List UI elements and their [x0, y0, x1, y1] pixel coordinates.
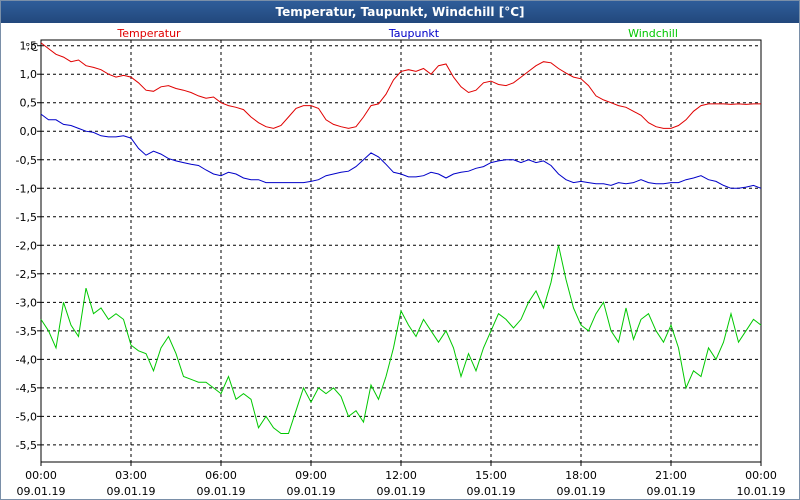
- y-tick-label: -3,5: [16, 325, 37, 338]
- y-tick-label: -4,0: [16, 353, 37, 366]
- x-tick-date-label: 10.01.19: [737, 485, 786, 498]
- series-lines: [40, 42, 762, 434]
- y-tick-label: -4,5: [16, 382, 37, 395]
- y-tick-label: -0,5: [16, 154, 37, 167]
- x-tick-time-label: 18:00: [565, 469, 597, 482]
- y-tick-label: 1,5: [20, 40, 38, 53]
- x-tick-date-label: 09.01.19: [647, 485, 696, 498]
- y-tick-label: 0,5: [20, 97, 38, 110]
- y-axis-unit-label: °C: [25, 41, 39, 54]
- x-axis-ticks: 00:00 09.01.19 03:00 09.01.19 06:00 09.01.19 0…: [17, 462, 786, 498]
- x-tick-time-label: 03:00: [115, 469, 147, 482]
- legend-windchill: Windchill: [628, 27, 678, 40]
- x-tick-time-label: 12:00: [385, 469, 417, 482]
- x-tick-time-label: 15:00: [475, 469, 507, 482]
- y-tick-label: -3,0: [16, 296, 37, 309]
- y-tick-label: -2,0: [16, 239, 37, 252]
- x-tick-time-label: 00:00: [25, 469, 57, 482]
- x-tick-date-label: 09.01.19: [557, 485, 606, 498]
- x-tick-date-label: 09.01.19: [197, 485, 246, 498]
- y-axis-ticks: 1,5 1,0 0,5 0,0 -0,5 -1,0 -1,5 -2,0 -2,5 -3,0 -3,5…: [16, 40, 41, 452]
- y-tick-label: 0,0: [20, 125, 38, 138]
- legend-temperatur: Temperatur: [116, 27, 181, 40]
- x-tick-date-label: 09.01.19: [377, 485, 426, 498]
- grid-lines: [41, 40, 761, 462]
- x-tick-time-label: 21:00: [655, 469, 687, 482]
- legend: Temperatur Taupunkt Windchill: [116, 27, 678, 40]
- series-line-windchill: [40, 245, 762, 434]
- x-tick-date-label: 09.01.19: [467, 485, 516, 498]
- y-tick-label: 1,0: [20, 68, 38, 81]
- x-tick-time-label: 06:00: [205, 469, 237, 482]
- y-tick-label: -2,5: [16, 268, 37, 281]
- y-tick-label: -5,5: [16, 439, 37, 452]
- x-tick-date-label: 09.01.19: [17, 485, 66, 498]
- y-tick-label: -5,0: [16, 410, 37, 423]
- x-tick-time-label: 00:00: [745, 469, 777, 482]
- x-tick-date-label: 09.01.19: [287, 485, 336, 498]
- series-line-taupunkt: [40, 113, 762, 189]
- x-tick-date-label: 09.01.19: [107, 485, 156, 498]
- series-line-temperatur: [40, 42, 761, 129]
- legend-taupunkt: Taupunkt: [388, 27, 440, 40]
- y-tick-label: -1,5: [16, 211, 37, 224]
- x-tick-time-label: 09:00: [295, 469, 327, 482]
- y-tick-label: -1,0: [16, 182, 37, 195]
- window-title: Temperatur, Taupunkt, Windchill [°C]: [1, 1, 799, 23]
